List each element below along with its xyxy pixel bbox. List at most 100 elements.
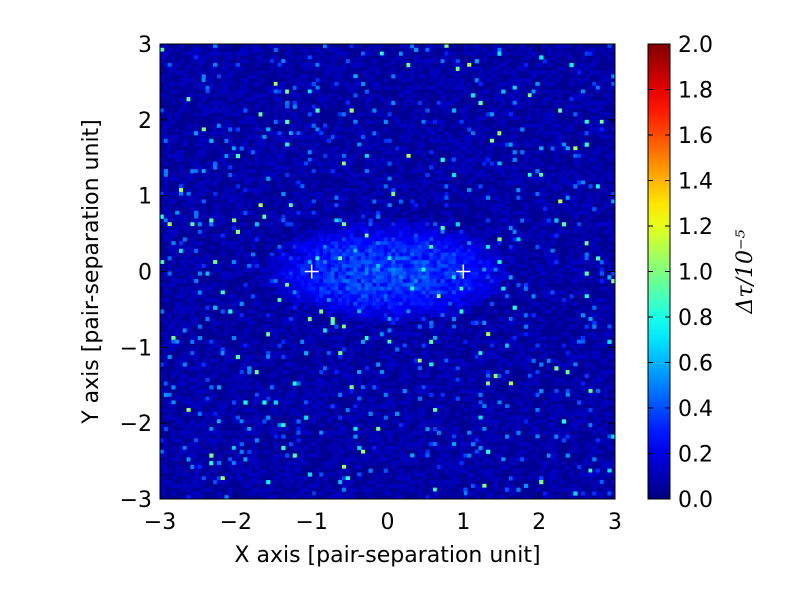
heatmap-cell [315,279,320,284]
heatmap-cell [254,328,259,333]
heatmap-cell [410,66,415,71]
heatmap-cell [319,305,324,310]
heatmap-cell [410,169,415,174]
heatmap-cell [451,438,457,443]
heatmap-cell [421,229,426,234]
heatmap-cell [190,286,195,291]
heatmap-cell [391,320,396,325]
heatmap-cell [372,332,377,337]
heatmap-cell [342,483,347,489]
heatmap-cell [433,74,438,79]
heatmap-cell [379,286,385,291]
heatmap-cell [273,226,278,231]
heatmap-cell [406,294,411,299]
heatmap-cell [451,44,457,49]
heatmap-cell [167,74,172,79]
heatmap-cell [440,210,445,216]
heatmap-cell [391,226,396,231]
heatmap-cell [368,51,373,56]
heatmap-cell [220,260,225,265]
heatmap-cell [281,256,286,261]
heatmap-cell [406,260,411,265]
heatmap-cell [398,370,404,375]
heatmap-cell [334,66,339,71]
heatmap-cell [304,210,309,216]
heatmap-cell [376,229,381,234]
heatmap-cell [243,430,248,435]
heatmap-cell [330,93,335,98]
heatmap-cell [163,127,168,132]
heatmap-cell [220,483,225,489]
heatmap-cell [201,165,206,170]
heatmap-cell [160,298,165,303]
heatmap-cell [463,301,468,307]
heatmap-cell [421,282,426,288]
heatmap-cell [323,366,328,371]
heatmap-cell [292,195,297,200]
heatmap-cell [186,286,191,291]
heatmap-cell [319,146,324,151]
heatmap-cell [326,483,332,489]
heatmap-cell [459,119,464,125]
heatmap-cell [353,279,358,284]
heatmap-cell [417,237,423,242]
heatmap-cell [353,85,358,90]
heatmap-cell [364,203,369,208]
heatmap-cell [296,252,301,257]
heatmap-cell [402,279,407,284]
heatmap-cell [247,491,252,496]
heatmap-cell [440,256,445,261]
heatmap-cell [315,381,320,386]
heatmap-cell [463,260,468,265]
heatmap-cell [349,62,354,68]
heatmap-cell [292,442,297,447]
heatmap-cell [243,108,248,113]
heatmap-cell [368,244,373,250]
heatmap-cell [285,400,290,405]
heatmap-cell [266,449,271,454]
heatmap-cell [323,127,328,132]
heatmap-cell [197,100,203,106]
heatmap-cell [421,241,426,246]
heatmap-cell [421,218,426,223]
heatmap-cell [326,237,332,242]
heatmap-cell [463,396,468,401]
heatmap-cell [307,400,313,405]
heatmap-cell [342,290,347,295]
heatmap-cell [288,252,294,257]
heatmap-cell [307,59,313,64]
heatmap-cell [163,233,168,238]
heatmap-cell [190,301,195,307]
heatmap-cell [451,392,457,398]
heatmap-cell [391,210,396,216]
heatmap-cell [360,370,366,375]
heatmap-cell [277,396,282,401]
heatmap-cell [353,404,358,409]
heatmap-cell [448,271,453,276]
heatmap-cell [296,430,301,435]
heatmap-cell [228,377,233,382]
heatmap-cell [421,328,426,333]
heatmap-cell [376,119,381,125]
heatmap-cell [368,294,373,299]
heatmap-cell [414,229,419,234]
heatmap-cell [398,438,404,443]
heatmap-cell [410,252,415,257]
heatmap-cell [342,237,347,242]
heatmap-cell [383,256,388,261]
heatmap-cell [277,199,282,204]
heatmap-cell [395,252,400,257]
heatmap-cell [326,252,332,257]
heatmap-cell [175,267,180,272]
heatmap-cell [372,191,377,197]
heatmap-cell [451,97,457,102]
heatmap-cell [383,487,388,492]
heatmap-cell [338,290,343,295]
heatmap-cell [444,44,449,49]
heatmap-cell [216,362,222,367]
heatmap-cell [258,400,263,405]
heatmap-cell [216,370,222,375]
heatmap-cell [414,290,419,295]
heatmap-cell [349,408,354,413]
heatmap-cell [436,404,441,409]
